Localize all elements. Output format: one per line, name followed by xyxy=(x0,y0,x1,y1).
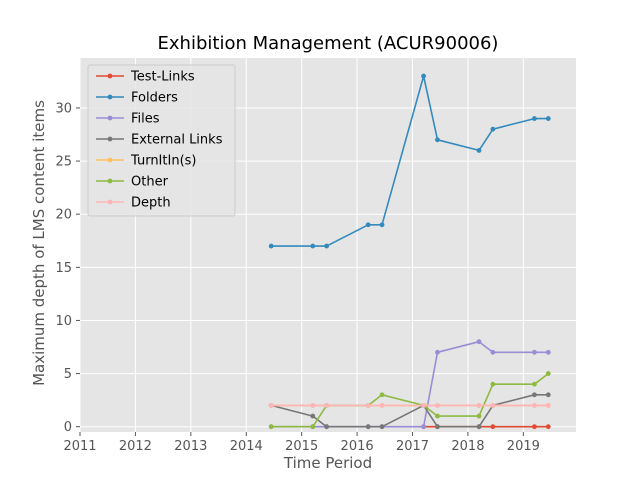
data-point xyxy=(435,403,440,408)
legend-swatch-marker xyxy=(107,199,113,205)
legend-item: External Links xyxy=(96,133,223,148)
data-point xyxy=(476,339,482,345)
data-point xyxy=(379,392,385,398)
data-point xyxy=(365,424,371,430)
legend-swatch-marker xyxy=(107,73,113,79)
data-point xyxy=(310,403,316,408)
legend-swatch-marker xyxy=(107,94,113,100)
data-point xyxy=(310,243,316,249)
legend: Test-Links Folders Files External Links Turn… xyxy=(87,64,236,217)
data-point xyxy=(545,371,551,376)
data-point xyxy=(310,413,316,419)
data-point xyxy=(324,403,330,408)
legend-swatch-marker xyxy=(107,178,113,184)
x-tick-label: 2011 xyxy=(63,439,96,454)
data-point xyxy=(365,403,371,408)
data-point xyxy=(435,413,440,419)
series-folders xyxy=(268,73,551,249)
y-tick-label: 10 xyxy=(55,314,72,329)
data-point xyxy=(532,403,537,408)
data-point xyxy=(365,222,371,228)
data-point xyxy=(490,126,496,132)
series-depth xyxy=(268,403,551,408)
data-point xyxy=(435,137,440,143)
y-axis-label: Maximum depth of LMS content items xyxy=(30,100,48,386)
x-axis-label: Time Period xyxy=(283,454,372,472)
series-layer xyxy=(268,73,551,430)
chart-title: Exhibition Management (ACUR90006) xyxy=(158,33,499,54)
legend-item: Test-Links xyxy=(96,70,195,85)
x-tick-label: 2016 xyxy=(341,439,374,454)
x-tick-label: 2014 xyxy=(230,439,263,454)
data-point xyxy=(379,222,385,228)
y-tick-label: 5 xyxy=(64,367,72,382)
y-tick-label: 20 xyxy=(55,208,72,223)
legend-box xyxy=(87,64,236,217)
data-point xyxy=(379,403,385,408)
legend-label: TurnItIn(s) xyxy=(130,154,196,169)
data-point xyxy=(268,403,274,408)
data-point xyxy=(476,424,482,430)
legend-label: External Links xyxy=(131,133,223,148)
data-point xyxy=(490,381,496,387)
legend-label: Files xyxy=(131,112,160,127)
y-tick-label: 0 xyxy=(64,420,72,435)
data-point xyxy=(476,148,482,153)
data-point xyxy=(490,403,496,408)
grid-lines xyxy=(79,58,576,432)
legend-label: Other xyxy=(131,175,169,190)
data-point xyxy=(421,424,426,430)
data-point xyxy=(379,424,385,430)
data-point xyxy=(421,73,426,79)
legend-item: Folders xyxy=(96,91,178,106)
data-point xyxy=(476,403,482,408)
data-point xyxy=(490,424,496,430)
data-point xyxy=(532,349,537,355)
data-point xyxy=(435,349,440,355)
legend-item: Other xyxy=(96,175,169,190)
data-point xyxy=(545,392,551,398)
legend-item: TurnItIn(s) xyxy=(96,154,196,169)
data-point xyxy=(532,116,537,121)
legend-swatch-marker xyxy=(107,136,113,142)
x-tick-label: 2019 xyxy=(507,439,540,454)
data-point xyxy=(532,392,537,398)
data-point xyxy=(476,413,482,419)
y-tick-label: 15 xyxy=(55,261,72,276)
legend-swatch-marker xyxy=(107,157,113,163)
data-point xyxy=(324,243,330,249)
data-point xyxy=(324,424,330,430)
data-point xyxy=(268,243,274,249)
y-tick-label: 25 xyxy=(55,155,72,170)
legend-label: Test-Links xyxy=(130,70,195,85)
data-point xyxy=(268,424,274,430)
data-point xyxy=(532,424,537,430)
x-axis: 2011 2012 2013 2014 2015 2016 2017 2018 2019 xyxy=(63,432,540,454)
x-tick-label: 2012 xyxy=(119,439,152,454)
y-tick-label: 30 xyxy=(55,101,72,116)
data-point xyxy=(421,403,426,408)
legend-item: Depth xyxy=(96,196,171,211)
data-point xyxy=(490,349,496,355)
data-point xyxy=(532,381,537,387)
data-point xyxy=(545,349,551,355)
legend-swatch-marker xyxy=(107,115,113,121)
x-tick-label: 2018 xyxy=(451,439,484,454)
data-point xyxy=(545,116,551,121)
data-point xyxy=(545,424,551,430)
x-tick-label: 2015 xyxy=(285,439,318,454)
y-axis: 0 5 10 15 20 25 30 xyxy=(55,101,80,435)
x-tick-label: 2017 xyxy=(396,439,429,454)
legend-label: Depth xyxy=(131,196,171,211)
legend-label: Folders xyxy=(131,91,178,106)
x-tick-label: 2013 xyxy=(174,439,207,454)
data-point xyxy=(545,403,551,408)
data-point xyxy=(435,424,440,430)
legend-item: Files xyxy=(96,112,160,127)
data-point xyxy=(310,424,316,430)
